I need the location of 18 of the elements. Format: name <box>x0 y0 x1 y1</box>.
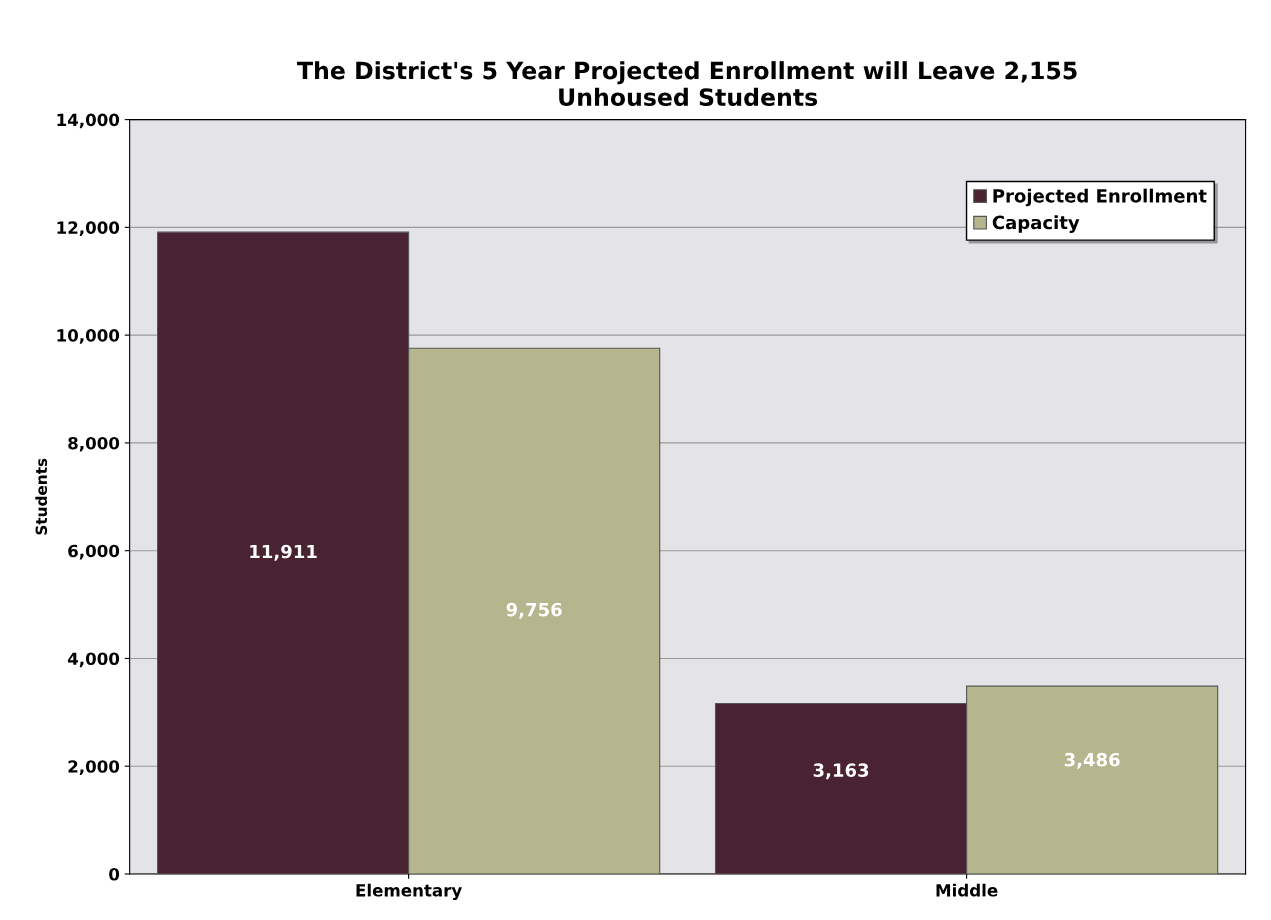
legend-label: Projected Enrollment <box>993 188 1207 207</box>
y-tick-label: 4,000 <box>67 652 120 668</box>
y-axis-title: Students <box>35 458 48 535</box>
y-tick-label: 2,000 <box>68 760 120 775</box>
data-label: 3,486 <box>1064 752 1120 769</box>
y-tick-label: 6,000 <box>68 544 120 560</box>
y-tick-label: 12,000 <box>57 221 120 237</box>
data-label: 9,756 <box>506 602 562 619</box>
data-label: 3,163 <box>813 763 869 780</box>
x-tick-label: Elementary <box>356 883 462 900</box>
x-tick-label: Middle <box>936 883 998 897</box>
y-tick-label: 14,000 <box>57 113 120 129</box>
y-tick-label: 0 <box>109 867 120 881</box>
chart-title: The District's 5 Year Projected Enrollment will Leave 2,155 Unhoused Students <box>297 61 1077 107</box>
y-tick-label: 8,000 <box>68 436 120 452</box>
legend-label: Capacity <box>992 215 1080 233</box>
y-tick-label: 10,000 <box>57 329 120 344</box>
data-label: 11,911 <box>250 544 317 561</box>
